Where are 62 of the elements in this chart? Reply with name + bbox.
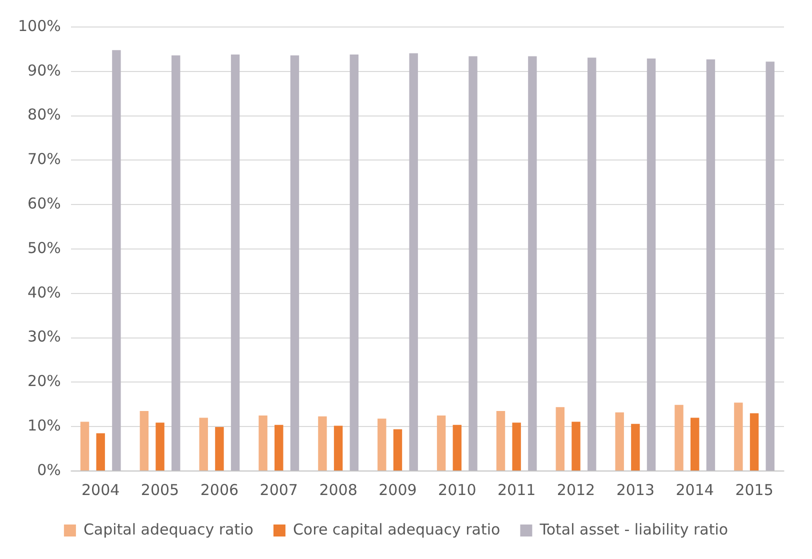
x-tick-label: 2008: [319, 480, 358, 499]
y-tick-label: 60%: [28, 194, 61, 212]
bar: [750, 413, 759, 470]
bar: [350, 54, 359, 470]
bar: [646, 58, 656, 470]
legend-label: Core capital adequacy ratio: [292, 520, 500, 538]
bar: [556, 407, 565, 470]
bar: [318, 416, 327, 470]
bar: [378, 418, 386, 470]
bar: [452, 424, 462, 470]
bar: [258, 416, 268, 470]
bar: [230, 54, 240, 470]
bar: [215, 427, 224, 470]
bar: [674, 404, 684, 470]
bar: [140, 411, 149, 470]
x-tick-label: 2009: [378, 480, 417, 499]
legend-label: Capital adequacy ratio: [83, 520, 254, 538]
bar: [690, 418, 700, 470]
y-tick-label: 0%: [37, 460, 61, 479]
y-tick-label: 90%: [28, 61, 61, 80]
bar: [572, 422, 580, 470]
x-tick-label: 2013: [616, 480, 655, 499]
y-tick-label: 20%: [28, 372, 61, 390]
x-tick-label: 2007: [260, 480, 298, 499]
x-tick-label: 2004: [82, 480, 120, 499]
x-tick-label: 2006: [200, 480, 239, 499]
bar: [734, 402, 743, 470]
bar: [290, 55, 300, 470]
x-tick-label: 2005: [140, 480, 180, 499]
x-tick-label: 2011: [497, 480, 536, 499]
y-tick-label: 10%: [28, 416, 61, 434]
y-tick-label: 40%: [28, 283, 61, 302]
bar: [80, 422, 90, 470]
bar: [393, 429, 402, 470]
bar: [436, 416, 446, 470]
bar: [512, 422, 521, 470]
bar: [274, 424, 284, 470]
bar: [172, 55, 180, 470]
y-tick-label: 70%: [28, 150, 61, 168]
bar: [199, 418, 208, 470]
x-tick-label: 2012: [556, 480, 596, 499]
bar: [112, 50, 121, 470]
x-tick-label: 2010: [438, 480, 476, 499]
bar: [706, 59, 716, 470]
bar: [528, 56, 537, 470]
x-tick-label: 2014: [676, 480, 714, 499]
bar: [615, 412, 624, 470]
bar: [156, 422, 164, 470]
bar: [334, 426, 343, 470]
y-tick-label: 30%: [28, 328, 61, 346]
bar: [96, 433, 105, 470]
bar: [409, 53, 418, 470]
x-tick-label: 2015: [735, 480, 774, 499]
y-tick-label: 80%: [28, 106, 61, 124]
bar: [468, 56, 478, 470]
legend-label: Total asset - liability ratio: [538, 520, 728, 538]
bar: [587, 58, 596, 470]
bar: [496, 411, 506, 470]
y-tick-label: 100%: [18, 16, 61, 35]
bar: [631, 424, 640, 470]
y-tick-label: 50%: [28, 238, 61, 257]
bar: [766, 62, 774, 470]
